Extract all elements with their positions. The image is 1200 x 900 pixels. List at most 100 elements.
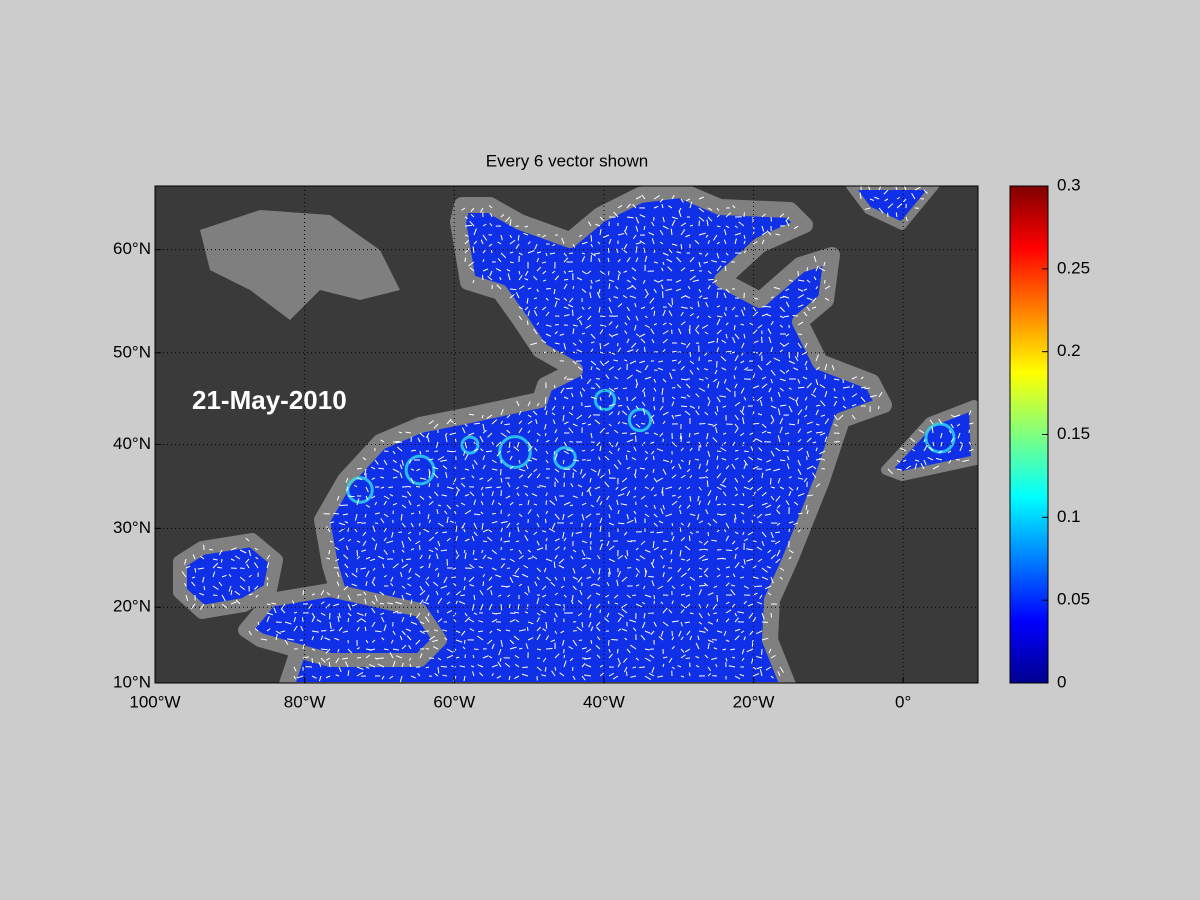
vector [541,339,547,344]
vector [597,468,601,476]
vector [811,297,817,303]
vector [590,234,593,242]
vector [698,261,701,268]
vector [608,411,614,416]
vector [622,295,628,299]
vector [460,594,466,597]
vector [747,504,754,509]
vector [860,386,866,389]
vector [587,423,592,426]
vector [190,603,196,610]
vector [677,495,682,499]
vector [488,529,493,533]
vector [378,467,385,470]
vector [686,558,691,562]
vector [653,477,658,483]
vector [899,447,907,452]
vector [446,504,452,510]
vector [812,472,817,479]
vector [597,555,601,560]
vector [419,630,425,635]
vector [473,499,477,506]
vector [761,472,764,479]
vector [767,431,772,434]
vector [542,234,547,238]
vector [545,647,553,650]
vector [399,464,403,470]
vector [746,558,754,562]
vector [714,426,718,434]
vector [506,522,511,529]
vector [212,571,216,578]
vector [595,367,601,371]
vector [734,493,739,497]
vector [607,600,610,605]
vector [716,529,720,533]
vector [929,419,934,425]
vector [779,417,784,425]
vector [617,459,622,465]
vector [625,454,628,461]
vector [761,612,765,620]
vector [640,495,646,500]
vector [962,459,970,462]
vector [333,603,340,607]
vector [887,203,894,209]
vector [622,422,628,425]
vector [662,411,669,416]
vector [617,347,622,353]
vector [635,246,638,254]
vector [662,621,669,627]
vector [723,529,727,533]
vector [617,612,625,617]
vector [678,463,682,470]
vector [651,238,655,245]
vector [725,387,732,392]
vector [743,636,746,641]
vector [720,447,727,452]
vector [806,450,810,458]
vector [410,512,415,515]
vector [796,396,799,402]
vector [758,351,763,356]
vector [644,648,650,651]
vector [545,558,553,562]
vector [311,635,315,641]
vector [734,635,740,641]
vector [539,484,547,488]
vector [815,404,821,407]
vector [464,239,470,245]
vector [782,449,790,452]
vector [239,576,246,582]
vector [606,612,610,618]
vector [662,309,666,317]
vector [410,449,416,452]
vector [656,477,664,482]
vector [785,500,790,506]
vector [563,257,569,263]
vector [544,405,547,411]
vector [482,258,485,263]
vector [896,203,903,209]
vector [725,618,730,623]
vector [696,513,700,520]
vector [437,573,440,578]
vector [531,555,538,560]
vector [472,464,475,470]
vector [487,536,493,542]
vector [626,349,634,353]
vector [695,642,700,650]
vector [453,648,457,653]
vector [782,295,790,299]
vector [641,621,646,629]
vector [716,557,724,560]
vector [650,450,655,455]
vector [788,549,794,554]
vector [576,277,583,281]
vector [703,261,709,264]
vector [536,432,541,437]
vector [689,447,693,452]
vector [688,459,691,466]
vector [469,584,475,587]
vector [768,648,772,654]
